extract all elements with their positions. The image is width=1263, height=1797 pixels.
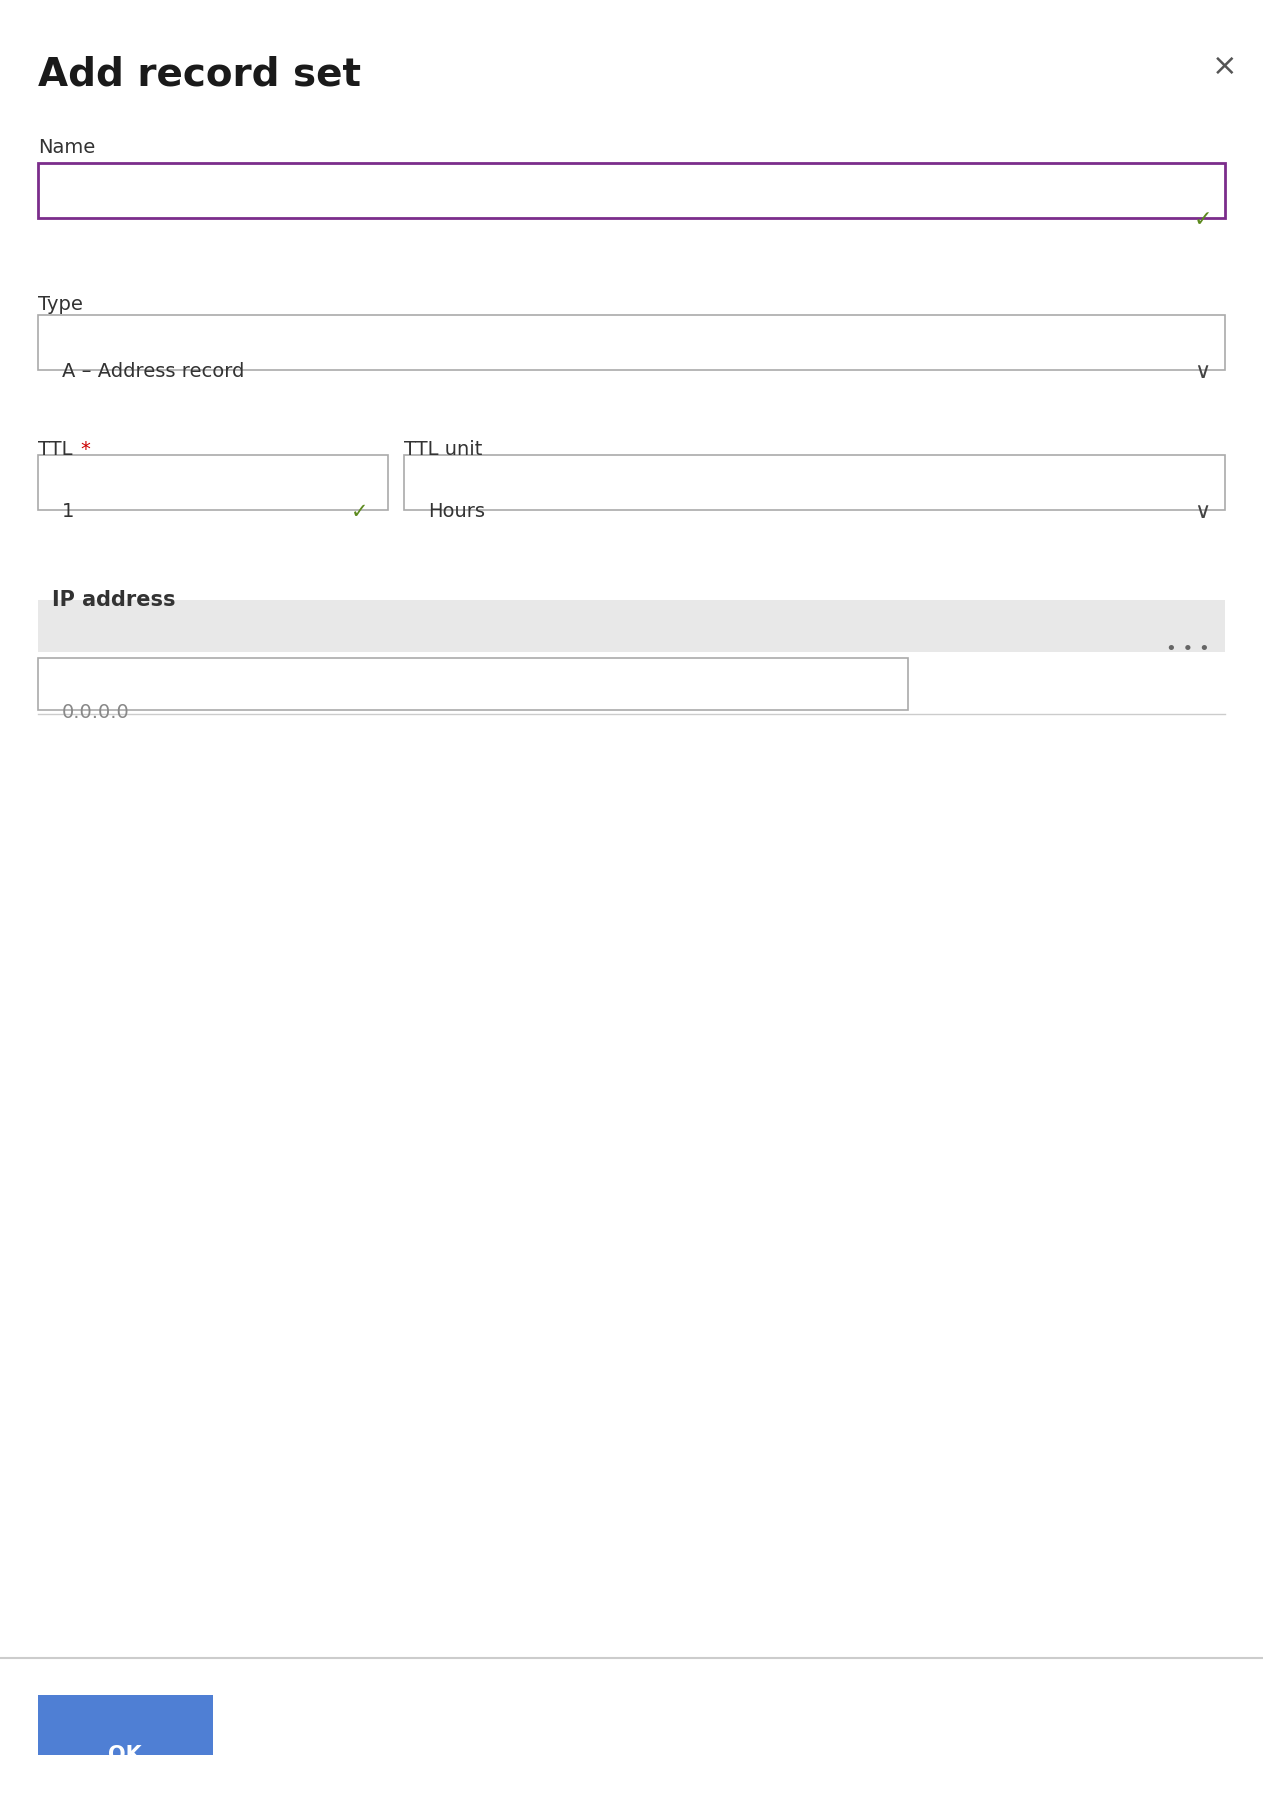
Text: IP address: IP address — [52, 589, 176, 609]
FancyBboxPatch shape — [38, 314, 1225, 370]
Text: ∨: ∨ — [1194, 501, 1210, 521]
Text: *: * — [80, 440, 90, 458]
FancyBboxPatch shape — [404, 455, 1225, 510]
Text: ×: × — [1212, 52, 1238, 81]
FancyBboxPatch shape — [38, 1695, 213, 1756]
Text: • • •: • • • — [1166, 640, 1210, 658]
Text: ✓: ✓ — [351, 501, 368, 521]
FancyBboxPatch shape — [38, 164, 1225, 217]
Text: Hours: Hours — [428, 501, 485, 521]
Text: TTL unit: TTL unit — [404, 440, 482, 458]
FancyBboxPatch shape — [38, 455, 388, 510]
Text: OK: OK — [109, 1745, 141, 1765]
Text: A – Address record: A – Address record — [62, 361, 244, 381]
Text: 1: 1 — [62, 501, 75, 521]
Text: ∨: ∨ — [1194, 361, 1210, 383]
Text: Name: Name — [38, 138, 95, 156]
Text: 0.0.0.0: 0.0.0.0 — [62, 703, 130, 722]
Text: ✓: ✓ — [1194, 210, 1212, 230]
FancyBboxPatch shape — [38, 658, 908, 710]
Text: Type: Type — [38, 295, 83, 314]
Text: Add record set: Add record set — [38, 56, 361, 93]
FancyBboxPatch shape — [38, 600, 1225, 652]
Text: TTL: TTL — [38, 440, 72, 458]
